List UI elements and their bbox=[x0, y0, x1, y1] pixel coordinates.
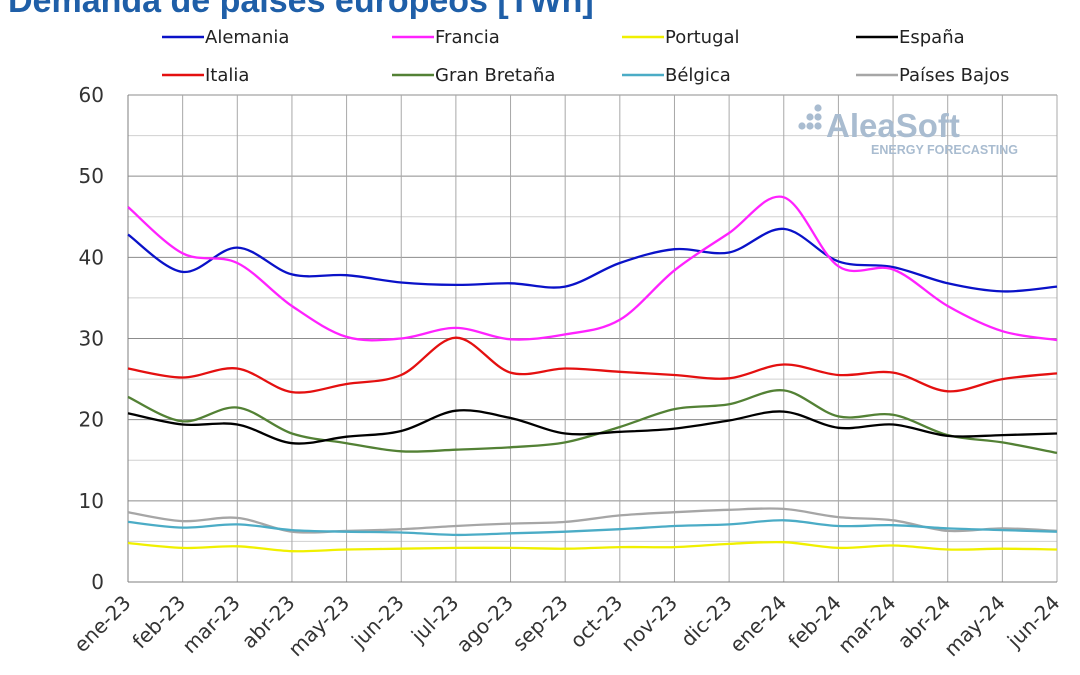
legend-label: Países Bajos bbox=[899, 65, 1009, 86]
grid bbox=[127, 94, 1058, 582]
legend-item-paises-bajos: Países Bajos bbox=[856, 65, 1009, 86]
watermark-brand: AleaSoft bbox=[826, 107, 960, 144]
axes: 0102030405060ene-23feb-23mar-23abr-23may… bbox=[69, 83, 1064, 661]
y-tick-label: 60 bbox=[79, 83, 104, 107]
x-tick-label: may-23 bbox=[283, 591, 354, 662]
x-tick-label: nov-23 bbox=[616, 591, 682, 657]
x-tick-label: mar-23 bbox=[177, 591, 244, 658]
legend-item-gran-bretana: Gran Bretaña bbox=[392, 65, 555, 86]
series-line-paises-bajos bbox=[127, 507, 1058, 534]
legend-label: Francia bbox=[435, 27, 500, 48]
legend-item-espana: España bbox=[856, 27, 965, 48]
legend-item-italia: Italia bbox=[162, 65, 249, 86]
aleasoft-watermark: AleaSoft ENERGY FORECASTING bbox=[798, 104, 1018, 157]
x-tick-label: jun-23 bbox=[346, 591, 409, 654]
series-line-portugal bbox=[127, 540, 1058, 553]
series-line-espana bbox=[127, 409, 1058, 445]
chart-title: Demanda de países europeos [TWh] bbox=[8, 0, 594, 20]
x-tick-label: may-24 bbox=[939, 591, 1010, 662]
x-tick-label: ago-23 bbox=[451, 591, 518, 658]
legend-item-portugal: Portugal bbox=[622, 27, 740, 48]
series-line-alemania bbox=[127, 227, 1058, 293]
x-tick-label: sep-23 bbox=[508, 591, 573, 656]
legend-label: Gran Bretaña bbox=[435, 65, 555, 86]
legend-label: Bélgica bbox=[665, 65, 731, 86]
x-tick-label: jun-24 bbox=[1002, 591, 1065, 654]
y-tick-label: 20 bbox=[79, 408, 104, 432]
x-tick-label: ene-24 bbox=[725, 591, 791, 657]
x-tick-label: oct-23 bbox=[565, 591, 627, 653]
y-tick-label: 10 bbox=[79, 489, 104, 513]
series-line-gran-bretana bbox=[127, 389, 1058, 455]
watermark-tagline: ENERGY FORECASTING bbox=[871, 143, 1018, 157]
legend-label: Portugal bbox=[665, 27, 740, 48]
x-tick-label: ene-23 bbox=[69, 591, 135, 657]
y-tick-label: 50 bbox=[79, 164, 104, 188]
legend: Alemania Francia Portugal España Italia Gran … bbox=[162, 27, 1009, 86]
series-lines bbox=[127, 195, 1058, 553]
legend-label: España bbox=[899, 27, 965, 48]
series-line-francia bbox=[127, 195, 1058, 342]
x-tick-label: mar-24 bbox=[833, 591, 900, 658]
legend-label: Italia bbox=[205, 65, 249, 86]
legend-item-belgica: Bélgica bbox=[622, 65, 731, 86]
aleasoft-logo-dots-icon bbox=[798, 104, 822, 130]
series-line-belgica bbox=[127, 519, 1058, 537]
y-tick-label: 0 bbox=[91, 570, 104, 594]
series-line-italia bbox=[127, 336, 1058, 394]
legend-item-alemania: Alemania bbox=[162, 27, 289, 48]
y-tick-label: 30 bbox=[79, 327, 104, 351]
legend-item-francia: Francia bbox=[392, 27, 500, 48]
y-tick-label: 40 bbox=[79, 245, 104, 269]
legend-label: Alemania bbox=[205, 27, 289, 48]
